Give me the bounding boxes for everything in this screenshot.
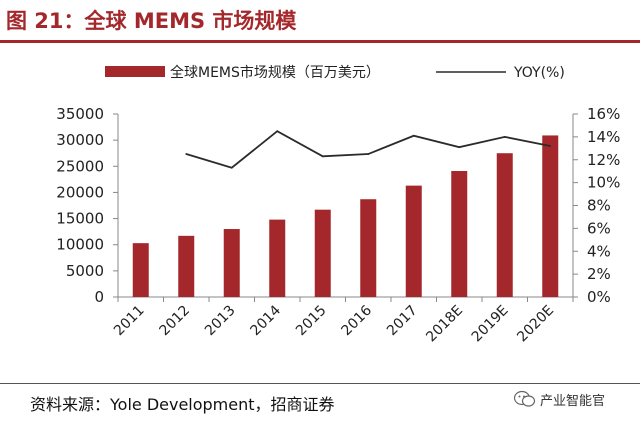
bar-2017 <box>405 185 422 297</box>
left-tick-label: 30000 <box>56 131 104 149</box>
yoy-point-2012 <box>185 153 188 155</box>
legend: 全球MEMS市场规模（百万美元） YOY(%) <box>105 64 565 81</box>
left-tick-label: 5000 <box>66 262 104 280</box>
bar-series <box>132 135 559 297</box>
watermark: 产业智能官 <box>514 386 605 412</box>
left-tick-label: 35000 <box>56 105 104 123</box>
right-tick-label: 0% <box>587 288 611 306</box>
x-tick-label: 2015 <box>293 303 330 340</box>
bar-2015 <box>314 209 331 297</box>
right-tick-label: 2% <box>587 265 611 283</box>
yoy-point-2017 <box>412 134 415 137</box>
x-tick-label: 2012 <box>157 303 194 340</box>
mems-market-chart: 全球MEMS市场规模（百万美元） YOY(%) 0 5000 10000 15000 2… <box>56 64 620 345</box>
left-tick-label: 0 <box>94 288 104 306</box>
axes: 0 5000 10000 15000 20000 25000 30000 35000 0% 2% 4… <box>56 105 620 306</box>
left-tick-label: 25000 <box>56 157 104 175</box>
right-tick-label: 14% <box>587 128 620 146</box>
yoy-point-2013 <box>230 166 233 169</box>
x-tick-label: 2018E <box>423 303 466 346</box>
bar-2016 <box>360 199 377 297</box>
yoy-point-2018E <box>458 146 461 149</box>
source-note: 资料来源：Yole Development，招商证券 <box>30 395 335 414</box>
x-tick-label: 2013 <box>202 303 239 340</box>
bar-2020E <box>542 135 559 297</box>
right-tick-label: 4% <box>587 242 611 260</box>
left-tick-label: 15000 <box>56 210 104 228</box>
title-divider <box>0 40 640 43</box>
footer-divider <box>0 383 640 384</box>
yoy-point-2020E <box>549 145 552 147</box>
bar-2011 <box>132 243 149 297</box>
bar-2013 <box>223 229 240 297</box>
bar-2018E <box>451 170 468 297</box>
right-tick-label: 12% <box>587 151 620 169</box>
bar-2014 <box>269 219 286 297</box>
x-tick-label: 2014 <box>248 302 285 339</box>
x-tick-label: 2017 <box>384 303 421 340</box>
x-axis-labels: 2011 2012 2013 2014 2015 2016 2017 2018E 2019E 20… <box>111 302 557 345</box>
yoy-line <box>185 130 551 169</box>
left-tick-label: 20000 <box>56 183 104 201</box>
x-tick-label: 2019E <box>469 303 512 346</box>
x-tick-label: 2011 <box>111 303 148 340</box>
legend-bar-swatch <box>105 66 165 77</box>
x-tick-label: 2020E <box>514 303 557 346</box>
yoy-point-2019E <box>503 135 506 138</box>
wechat-icon <box>514 390 536 407</box>
legend-bar-label: 全球MEMS市场规模（百万美元） <box>170 64 380 81</box>
bar-2019E <box>496 153 513 297</box>
right-tick-label: 16% <box>587 105 620 123</box>
bar-2012 <box>178 235 195 297</box>
yoy-point-2016 <box>367 153 370 155</box>
right-tick-label: 10% <box>587 174 620 192</box>
right-tick-label: 6% <box>587 219 611 237</box>
yoy-line-series <box>185 130 552 169</box>
figure-title: 图 21：全球 MEMS 市场规模 <box>6 9 297 33</box>
right-tick-label: 8% <box>587 197 611 215</box>
left-tick-label: 10000 <box>56 236 104 254</box>
yoy-point-2014 <box>276 130 279 133</box>
x-tick-label: 2016 <box>339 302 376 339</box>
legend-line-label: YOY(%) <box>513 65 565 81</box>
yoy-point-2015 <box>321 155 324 158</box>
watermark-text: 产业智能官 <box>540 393 606 409</box>
